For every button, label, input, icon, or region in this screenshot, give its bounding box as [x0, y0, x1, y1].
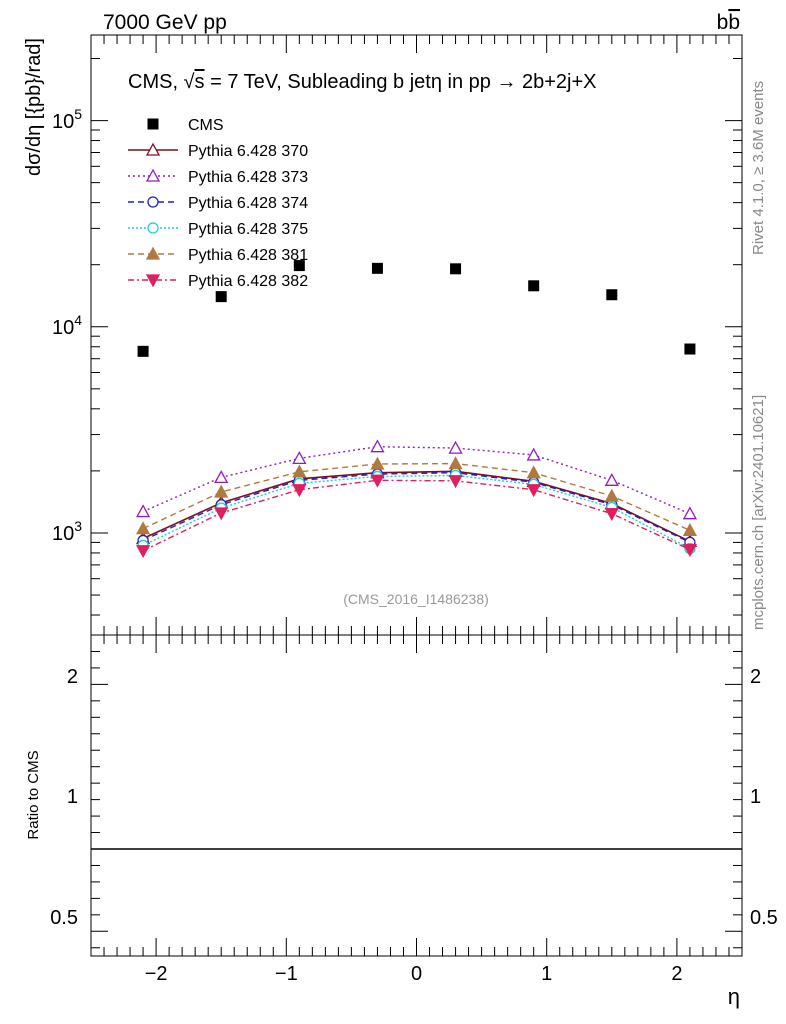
ratio-ytick-left-2: 2: [67, 666, 78, 688]
xlabel: η: [728, 984, 740, 1009]
series-p381: [135, 456, 698, 536]
data-point-p373: [682, 506, 698, 520]
legend-item-cms: CMS: [147, 117, 224, 134]
data-point-p382: [214, 507, 229, 521]
ratio-axis-ticks: [90, 635, 743, 956]
legend-marker: [147, 196, 159, 208]
legend-label: Pythia 6.428 374: [188, 195, 308, 212]
data-point-p382: [370, 474, 385, 488]
data-point-p373: [448, 440, 463, 454]
main-axis-ticks: [90, 35, 743, 635]
data-point-cms: [684, 343, 696, 355]
legend-item-p381: Pythia 6.428 381: [128, 246, 308, 264]
series-layer: [135, 260, 698, 559]
legend-item-p370: Pythia 6.428 370: [128, 142, 308, 160]
data-point-p381: [214, 484, 229, 498]
ratio-panel-frame: [90, 634, 743, 957]
legend-item-p375: Pythia 6.428 375: [128, 221, 308, 238]
rivet-label: Rivet 4.1.0, ≥ 3.6M events: [750, 81, 767, 255]
legend: CMS Pythia 6.428 370 Pythia 6.428 373 Pythi…: [128, 117, 308, 290]
legend-marker: [145, 246, 161, 260]
data-point-p381: [526, 465, 541, 479]
legend-item-p373: Pythia 6.428 373: [128, 168, 308, 186]
series-line-p381: [142, 462, 691, 531]
data-point-cms: [450, 263, 462, 275]
xtick-label: 1: [541, 963, 552, 985]
data-point-p381: [370, 456, 385, 470]
ytick-label-1e5: 105: [52, 106, 82, 133]
ratio-ytick-right-2: 2: [750, 666, 761, 688]
legend-marker: [147, 222, 159, 234]
header-left-label: 7000 GeV pp: [103, 11, 227, 34]
ytick-label-1e4: 104: [52, 312, 82, 339]
data-point-p381: [135, 521, 151, 535]
xtick-labels: −2 −1 0 1 2: [145, 963, 683, 985]
series-p373: [135, 439, 698, 520]
series-line-p375: [142, 474, 691, 550]
ratio-ytick-right-1: 1: [750, 786, 761, 808]
data-point-p373: [214, 470, 229, 484]
ytick-label-1e3: 103: [52, 518, 82, 545]
legend-marker: [145, 274, 161, 288]
data-point-cms: [215, 291, 227, 303]
data-point-p381: [682, 522, 698, 536]
data-point-p381: [604, 488, 619, 502]
data-point-cms: [293, 260, 305, 272]
legend-marker: [147, 118, 159, 130]
legend-item-p374: Pythia 6.428 374: [128, 195, 308, 212]
ratio-ytick-left-1: 1: [67, 786, 78, 808]
data-point-cms: [371, 262, 383, 274]
ratio-ylabel: Ratio to CMS: [25, 750, 42, 839]
data-point-p373: [135, 504, 151, 518]
data-point-p373: [604, 472, 619, 486]
legend-label: Pythia 6.428 373: [188, 169, 308, 186]
legend-marker: [145, 168, 161, 182]
ratio-ytick-right-0.5: 0.5: [750, 907, 778, 929]
data-point-p382: [604, 508, 619, 522]
legend-item-p382: Pythia 6.428 382: [128, 273, 308, 290]
mcplots-label: mcplots.cern.ch [arXiv:2401.10621]: [750, 395, 767, 630]
ratio-ytick-left-0.5: 0.5: [50, 907, 78, 929]
legend-label: Pythia 6.428 381: [188, 247, 308, 264]
data-point-p373: [370, 439, 385, 453]
chart-title: CMS, √s = 7 TeV, Subleading b jetη in pp…: [128, 71, 597, 93]
main-ylabel: dσ/dη [{pb}/rad]: [23, 38, 45, 176]
data-point-p373: [526, 447, 541, 461]
series-p382: [135, 474, 698, 559]
series-line-p370: [142, 470, 691, 543]
legend-label: CMS: [188, 117, 224, 134]
data-point-p381: [292, 464, 307, 478]
data-point-p373: [292, 451, 307, 465]
data-point-p382: [682, 543, 698, 558]
xtick-label: 0: [411, 963, 422, 985]
legend-label: Pythia 6.428 382: [188, 273, 308, 290]
xtick-label: 2: [671, 963, 682, 985]
header-right-label: bb: [717, 11, 740, 34]
xtick-label: −1: [275, 963, 298, 985]
analysis-watermark: (CMS_2016_I1486238): [343, 591, 489, 607]
series-cms: [137, 260, 696, 357]
data-point-p381: [448, 456, 463, 470]
xtick-label: −2: [145, 963, 168, 985]
legend-label: Pythia 6.428 370: [188, 143, 308, 160]
data-point-cms: [606, 289, 618, 301]
data-point-cms: [528, 280, 540, 292]
series-line-p382: [142, 479, 691, 552]
legend-marker: [145, 142, 161, 156]
data-point-p382: [292, 484, 307, 498]
data-point-p382: [448, 475, 463, 489]
data-point-p382: [135, 545, 151, 559]
data-point-p382: [526, 484, 541, 498]
data-point-cms: [137, 345, 149, 357]
legend-label: Pythia 6.428 375: [188, 221, 308, 238]
series-line-p374: [142, 471, 691, 544]
